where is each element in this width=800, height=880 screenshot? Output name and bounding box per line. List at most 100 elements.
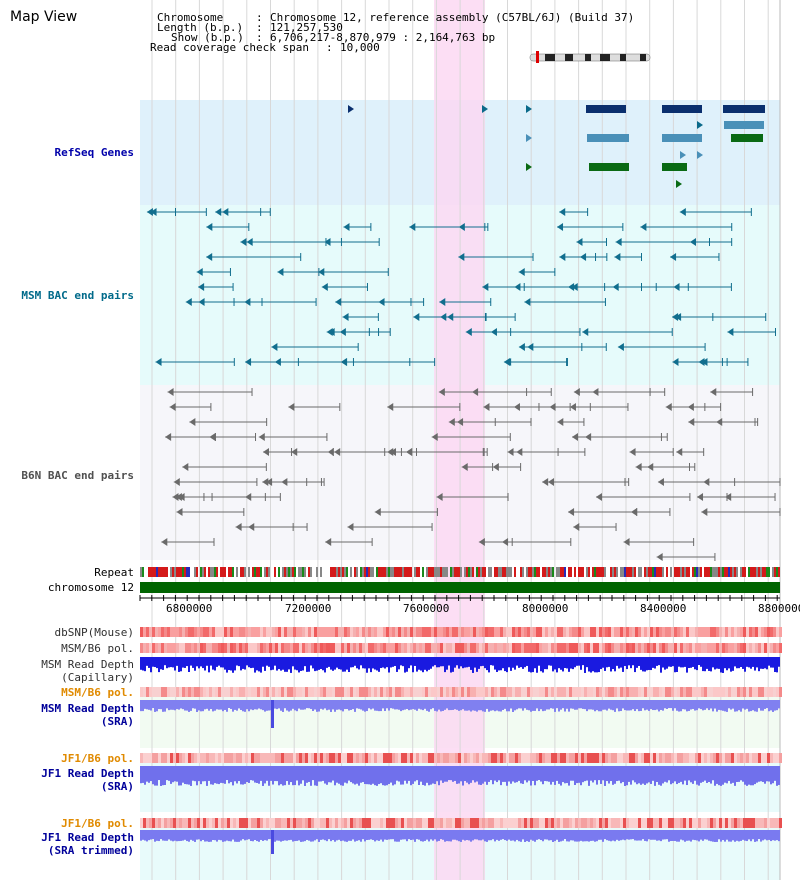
jf1-read-depth-trimmed-label[interactable]: JF1 Read Depth (41, 831, 134, 844)
bac-end-marker (271, 343, 278, 351)
msm-read-depth-sra-label[interactable]: MSM Read Depth (41, 702, 134, 715)
repeat-mark (704, 567, 706, 577)
read-depth-bar (518, 657, 520, 668)
read-depth-bar (372, 766, 374, 784)
heat-strip-cell (521, 687, 524, 697)
repeat-mark (196, 567, 198, 577)
jf1-read-depth-sra-label[interactable]: JF1 Read Depth (41, 767, 134, 780)
read-depth-bar (288, 700, 290, 712)
read-depth-bar (256, 830, 258, 842)
heat-strip-cell (503, 753, 506, 763)
heat-strip-cell (218, 687, 221, 697)
repeat-mark (652, 567, 654, 577)
read-depth-bar (364, 766, 366, 785)
repeat-mark (648, 567, 650, 577)
dbsnp-label[interactable]: dbSNP(Mouse) (54, 626, 134, 639)
heat-strip-cell (659, 687, 662, 697)
read-depth-bar (500, 830, 502, 840)
heat-strip-cell (647, 687, 650, 697)
read-depth-bar (428, 830, 430, 842)
heat-strip-cell (200, 818, 203, 828)
read-depth-bar (708, 700, 710, 711)
read-depth-bar (562, 830, 564, 841)
read-depth-bar (642, 700, 644, 709)
read-depth-bar (672, 766, 674, 784)
jf1-b6-pol-trimmed-label[interactable]: JF1/B6 pol. (61, 817, 134, 830)
heat-strip-cell (569, 627, 572, 637)
read-depth-bar (298, 657, 300, 673)
heat-strip-cell (368, 627, 371, 637)
heat-strip-cell (278, 687, 281, 697)
heat-strip-cell (176, 818, 179, 828)
heat-strip-cell (626, 627, 629, 637)
heat-strip-cell (479, 818, 482, 828)
read-depth-bar (610, 830, 612, 842)
heat-strip-cell (548, 643, 551, 653)
read-depth-bar (392, 657, 394, 667)
heat-strip-cell (659, 753, 662, 763)
heat-strip-cell (593, 627, 596, 637)
read-depth-bar (306, 830, 308, 840)
heat-strip-cell (182, 627, 185, 637)
read-depth-bar (340, 766, 342, 786)
heat-strip-cell (611, 687, 614, 697)
ideogram-band (565, 54, 573, 61)
read-depth-bar (182, 830, 184, 841)
heat-strip-cell (377, 753, 380, 763)
read-depth-bar (550, 700, 552, 709)
repeat-mark (414, 567, 416, 577)
repeat-mark (650, 567, 652, 577)
read-depth-bar (592, 830, 594, 841)
read-depth-bar (538, 830, 540, 840)
heat-strip-cell (617, 818, 620, 828)
heat-strip-cell (473, 687, 476, 697)
heat-strip-cell (707, 753, 710, 763)
heat-strip-cell (260, 627, 263, 637)
jf1-b6-pol-sra-label[interactable]: JF1/B6 pol. (61, 752, 134, 765)
heat-strip-cell (497, 643, 500, 653)
read-depth-bar (332, 830, 334, 841)
heat-strip-cell (401, 687, 404, 697)
read-depth-bar (506, 766, 508, 786)
repeat-mark (504, 567, 506, 577)
read-depth-bar (362, 657, 364, 669)
msm-b6-pol-sra-label[interactable]: MSM/B6 pol. (61, 686, 134, 699)
heat-strip-cell (548, 687, 551, 697)
msm-read-depth-capillary-label[interactable]: MSM Read Depth (41, 658, 134, 671)
heat-strip-cell (422, 627, 425, 637)
repeat-mark (156, 567, 158, 577)
read-depth-bar (204, 657, 206, 671)
read-depth-bar (332, 766, 334, 781)
read-depth-bar (726, 700, 728, 712)
read-depth-bar (334, 700, 336, 712)
heat-strip-cell (356, 687, 359, 697)
bac-end-marker (335, 298, 342, 306)
read-depth-bar (284, 766, 286, 786)
heat-strip-cell (191, 643, 194, 653)
b6n-bac-label[interactable]: B6N BAC end pairs (21, 469, 134, 482)
heat-strip-cell (602, 687, 605, 697)
heat-strip-cell (482, 687, 485, 697)
read-depth-bar (142, 657, 144, 671)
read-depth-bar (670, 830, 672, 842)
msm-b6-pol-capillary-label[interactable]: MSM/B6 pol. (61, 642, 134, 655)
repeat-mark (598, 567, 600, 577)
heat-strip-cell (758, 627, 761, 637)
read-depth-bar (732, 830, 734, 841)
read-depth-bar (386, 657, 388, 668)
repeat-label[interactable]: Repeat (94, 566, 134, 579)
repeat-mark (688, 567, 690, 577)
read-depth-bar (242, 700, 244, 712)
repeat-mark (254, 567, 256, 577)
read-depth-bar (410, 657, 412, 666)
heat-strip-cell (152, 643, 155, 653)
msm-bac-label[interactable]: MSM BAC end pairs (21, 289, 134, 302)
heat-strip-cell (155, 627, 158, 637)
refseq-genes-label[interactable]: RefSeq Genes (54, 146, 134, 159)
read-depth-bar (708, 766, 710, 782)
read-depth-bar (536, 700, 538, 709)
heat-strip-cell (248, 753, 251, 763)
read-depth-bar (264, 766, 266, 784)
read-depth-bar (626, 700, 628, 711)
heat-strip-cell (443, 643, 446, 653)
